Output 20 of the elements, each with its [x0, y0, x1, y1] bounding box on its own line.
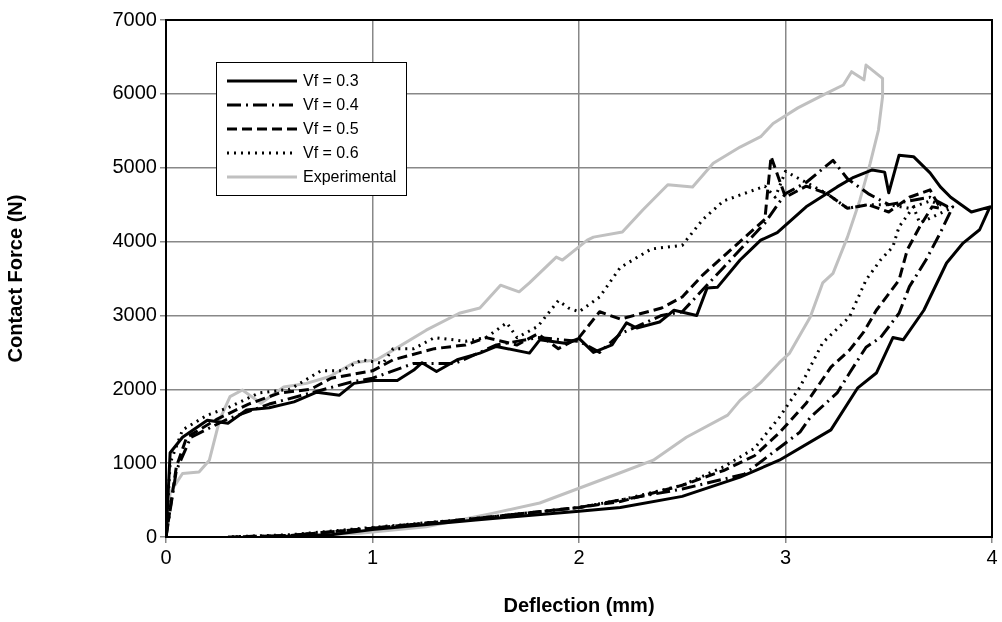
x-axis-title: Deflection (mm) [503, 593, 655, 616]
y-axis-title: Contact Force (N) [3, 194, 26, 363]
y-tick-label: 1000 [112, 450, 157, 473]
legend-label: Vf = 0.6 [303, 144, 359, 162]
legend-label: Experimental [303, 168, 397, 186]
x-tick-label: 4 [986, 545, 998, 568]
legend-label: Vf = 0.5 [303, 120, 359, 138]
x-tick-label: 2 [573, 545, 585, 568]
y-tick-label: 2000 [112, 376, 157, 399]
y-tick-label: 4000 [112, 229, 157, 252]
y-tick-label: 7000 [112, 7, 157, 30]
y-tick-label: 6000 [112, 81, 157, 104]
y-tick-label: 5000 [112, 155, 157, 178]
x-tick-label: 3 [779, 545, 792, 568]
x-tick-label: 1 [366, 545, 379, 568]
legend-label: Vf = 0.3 [303, 72, 359, 90]
legend-label: Vf = 0.4 [303, 96, 359, 114]
x-tick-label: 0 [160, 545, 172, 568]
y-tick-label: 3000 [112, 302, 157, 325]
y-tick-label: 0 [145, 524, 157, 547]
